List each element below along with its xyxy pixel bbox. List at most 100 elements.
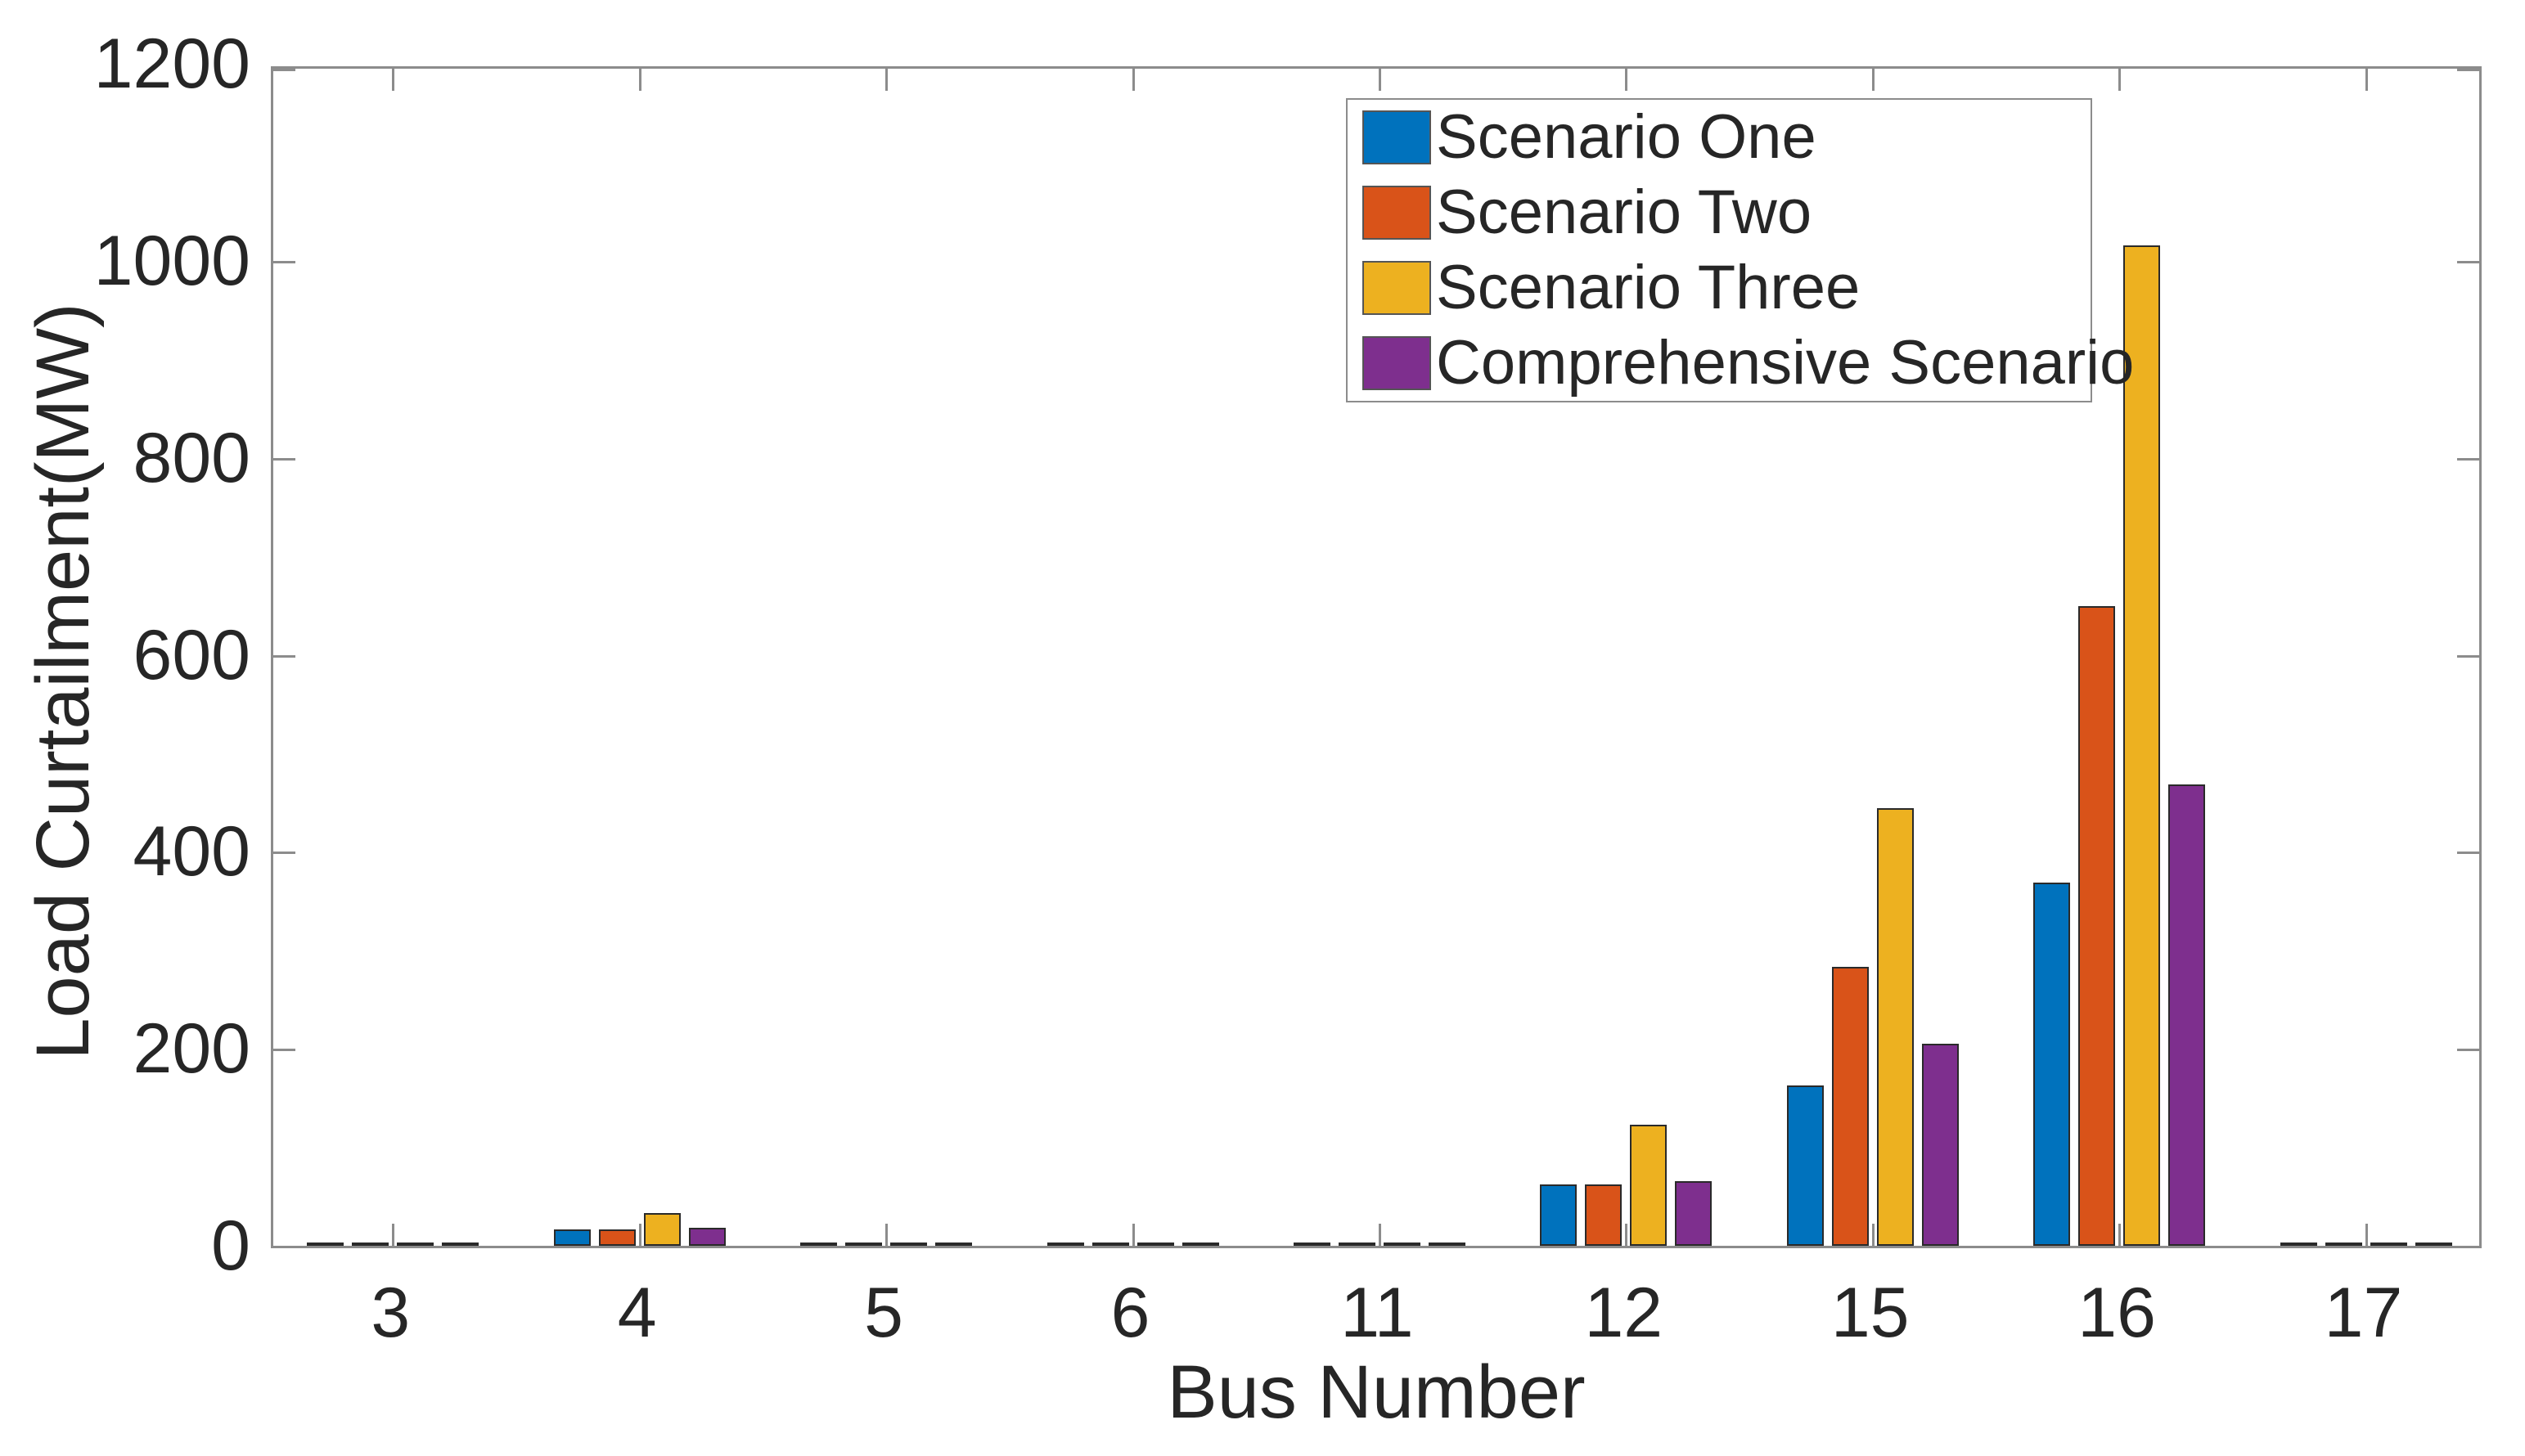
tick-mark (2457, 457, 2479, 461)
tick-mark (2457, 654, 2479, 658)
legend-swatch-icon (1362, 261, 1431, 315)
tick-mark (1871, 69, 1875, 91)
legend-label: Scenario Three (1436, 253, 1861, 322)
tick-mark (392, 69, 395, 91)
tick-mark (2118, 69, 2122, 91)
bar-comprehensive-scenario-bus-6 (1181, 1243, 1219, 1246)
x-tick-label-4: 4 (617, 1274, 657, 1352)
bar-scenario-three-bus-15 (1876, 808, 1914, 1246)
bar-scenario-three-bus-12 (1630, 1125, 1668, 1246)
bar-scenario-one-bus-3 (307, 1243, 344, 1246)
tick-mark (273, 69, 295, 71)
tick-mark (1378, 69, 1381, 91)
tick-mark (1132, 69, 1135, 91)
bar-scenario-two-bus-15 (1831, 967, 1869, 1246)
legend-item-comprehensive-scenario: Comprehensive Scenario (1348, 326, 2134, 401)
bar-comprehensive-scenario-bus-11 (1428, 1243, 1465, 1246)
x-tick-label-16: 16 (2077, 1274, 2156, 1352)
bar-comprehensive-scenario-bus-16 (2168, 784, 2206, 1246)
tick-mark (273, 1246, 295, 1248)
tick-mark (2457, 1246, 2479, 1248)
legend-item-scenario-three: Scenario Three (1348, 250, 2091, 326)
tick-mark (2457, 852, 2479, 855)
bar-scenario-one-bus-17 (2280, 1243, 2317, 1246)
bar-scenario-three-bus-16 (2123, 245, 2161, 1246)
tick-mark (273, 457, 295, 461)
bar-scenario-two-bus-16 (2078, 606, 2116, 1246)
bar-comprehensive-scenario-bus-15 (1921, 1044, 1959, 1246)
legend-label: Comprehensive Scenario (1436, 328, 2135, 398)
legend-label: Scenario One (1436, 102, 1816, 172)
tick-mark (1132, 1224, 1135, 1246)
y-tick-label-800: 800 (133, 418, 251, 497)
tick-mark (885, 69, 889, 91)
bar-scenario-one-bus-11 (1293, 1243, 1330, 1246)
legend-item-scenario-one: Scenario One (1348, 100, 2091, 175)
bar-scenario-two-bus-11 (1338, 1243, 1375, 1246)
bar-comprehensive-scenario-bus-3 (442, 1243, 479, 1246)
x-tick-label-6: 6 (1110, 1274, 1150, 1352)
legend-label: Scenario Two (1436, 178, 1812, 247)
bar-comprehensive-scenario-bus-17 (2415, 1243, 2452, 1246)
x-tick-label-5: 5 (864, 1274, 904, 1352)
bar-comprehensive-scenario-bus-5 (935, 1243, 973, 1246)
tick-mark (2365, 69, 2368, 91)
tick-mark (273, 1049, 295, 1052)
bar-scenario-two-bus-3 (352, 1243, 389, 1246)
y-tick-label-600: 600 (133, 615, 251, 694)
bar-scenario-one-bus-15 (1786, 1085, 1824, 1246)
y-axis-tick-labels: 0 200 400 600 800 1000 1200 (0, 0, 250, 1456)
x-tick-label-11: 11 (1340, 1274, 1414, 1352)
bar-scenario-one-bus-6 (1046, 1243, 1084, 1246)
tick-mark (392, 1224, 395, 1246)
y-tick-label-1200: 1200 (93, 25, 250, 103)
x-axis-title: Bus Number (1167, 1350, 1586, 1434)
tick-mark (2365, 1224, 2368, 1246)
legend-swatch-icon (1362, 336, 1431, 390)
tick-mark (1378, 1224, 1381, 1246)
tick-mark (2118, 1224, 2122, 1246)
legend-swatch-icon (1362, 186, 1431, 240)
bar-scenario-one-bus-5 (800, 1243, 838, 1246)
tick-mark (1625, 69, 1628, 91)
legend-item-scenario-two: Scenario Two (1348, 175, 2091, 250)
x-tick-label-3: 3 (371, 1274, 411, 1352)
bar-scenario-one-bus-4 (553, 1229, 591, 1246)
bar-scenario-two-bus-17 (2325, 1243, 2362, 1246)
bar-comprehensive-scenario-bus-4 (688, 1228, 726, 1246)
x-tick-label-12: 12 (1584, 1274, 1663, 1352)
bar-scenario-two-bus-4 (598, 1229, 636, 1246)
tick-mark (273, 260, 295, 263)
legend: Scenario One Scenario Two Scenario Three Co… (1346, 98, 2134, 402)
bar-scenario-two-bus-6 (1091, 1243, 1129, 1246)
tick-mark (638, 69, 641, 91)
tick-mark (885, 1224, 889, 1246)
tick-mark (273, 654, 295, 658)
bar-scenario-three-bus-5 (890, 1243, 928, 1246)
tick-mark (1625, 1224, 1628, 1246)
tick-mark (638, 1224, 641, 1246)
y-axis-title: Load Curtailment(MW) (21, 303, 105, 1060)
bar-scenario-three-bus-6 (1136, 1243, 1174, 1246)
legend-swatch-icon (1362, 110, 1431, 164)
bar-scenario-one-bus-12 (1540, 1184, 1578, 1246)
bar-scenario-three-bus-11 (1383, 1243, 1420, 1246)
bar-scenario-three-bus-4 (643, 1213, 681, 1246)
y-tick-label-1000: 1000 (93, 221, 250, 300)
tick-mark (2457, 69, 2479, 71)
tick-mark (2457, 1049, 2479, 1052)
bar-comprehensive-scenario-bus-12 (1675, 1181, 1713, 1246)
bar-scenario-three-bus-17 (2370, 1243, 2407, 1246)
y-tick-label-0: 0 (211, 1207, 250, 1285)
bar-scenario-three-bus-3 (397, 1243, 434, 1246)
tick-mark (273, 852, 295, 855)
y-tick-label-200: 200 (133, 1009, 251, 1089)
bar-scenario-two-bus-5 (845, 1243, 883, 1246)
bar-scenario-one-bus-16 (2033, 883, 2071, 1246)
x-tick-label-17: 17 (2324, 1274, 2403, 1352)
tick-mark (2457, 260, 2479, 263)
y-tick-label-400: 400 (133, 812, 251, 892)
tick-mark (1871, 1224, 1875, 1246)
bar-scenario-two-bus-12 (1585, 1184, 1623, 1246)
